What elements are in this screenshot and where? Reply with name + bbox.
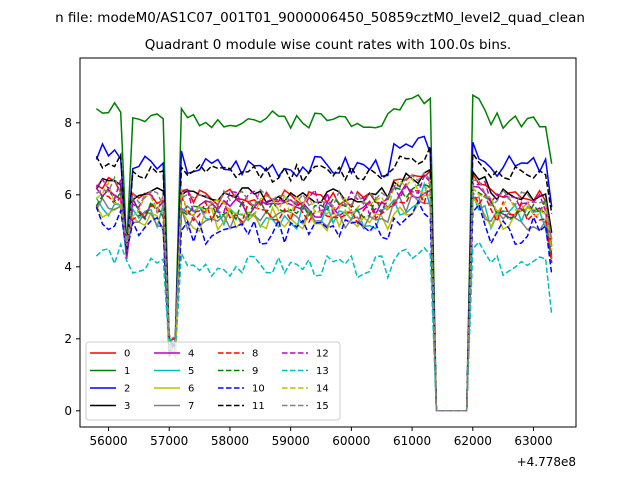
- axes-frame: [79, 57, 577, 428]
- legend-label-15: 15: [316, 401, 329, 412]
- series-line-8: [95, 182, 553, 412]
- legend-label-3: 3: [124, 401, 130, 412]
- y-tick-label: 4: [64, 260, 72, 274]
- legend-label-8: 8: [252, 349, 258, 360]
- figure-suptitle: n file: modeM0/AS1C07_001T01_9000006450_…: [55, 10, 585, 26]
- legend-label-4: 4: [188, 349, 194, 360]
- legend-label-14: 14: [316, 384, 329, 395]
- y-tick-label: 6: [64, 188, 72, 202]
- x-tick-label: 60000: [332, 434, 370, 448]
- legend-label-7: 7: [188, 401, 194, 412]
- legend-label-1: 1: [124, 366, 130, 377]
- legend-box: [85, 341, 341, 421]
- series-line-1: [95, 93, 553, 412]
- legend-label-11: 11: [252, 401, 265, 412]
- y-tick-label: 0: [64, 404, 72, 418]
- y-tick-label: 2: [64, 332, 72, 346]
- y-axis: 0 2 4 6 8: [64, 116, 80, 418]
- legend-label-5: 5: [188, 366, 194, 377]
- series-line-15: [96, 171, 553, 412]
- x-axis: 56000 57000 58000 59000 60000 61000 62000 63000: [89, 427, 553, 448]
- x-tick-label: 58000: [211, 434, 249, 448]
- x-tick-label: 59000: [272, 434, 310, 448]
- legend-label-10: 10: [252, 384, 265, 395]
- y-tick-label: 8: [64, 116, 72, 130]
- series-line-13: [95, 240, 553, 412]
- chart-title: Quadrant 0 module wise count rates with …: [145, 37, 511, 53]
- x-tick-label: 61000: [393, 434, 431, 448]
- x-tick-label: 63000: [514, 434, 552, 448]
- legend-label-0: 0: [124, 349, 130, 360]
- legend-label-13: 13: [316, 366, 329, 377]
- x-axis-offset-label: +4.778e8: [517, 455, 576, 469]
- x-tick-label: 57000: [150, 434, 188, 448]
- legend-label-12: 12: [316, 349, 329, 360]
- legend-label-6: 6: [188, 384, 194, 395]
- legend-label-2: 2: [124, 384, 130, 395]
- series-line-12: [95, 173, 553, 412]
- x-tick-label: 56000: [89, 434, 127, 448]
- x-tick-label: 62000: [454, 434, 492, 448]
- legend-label-9: 9: [252, 366, 258, 377]
